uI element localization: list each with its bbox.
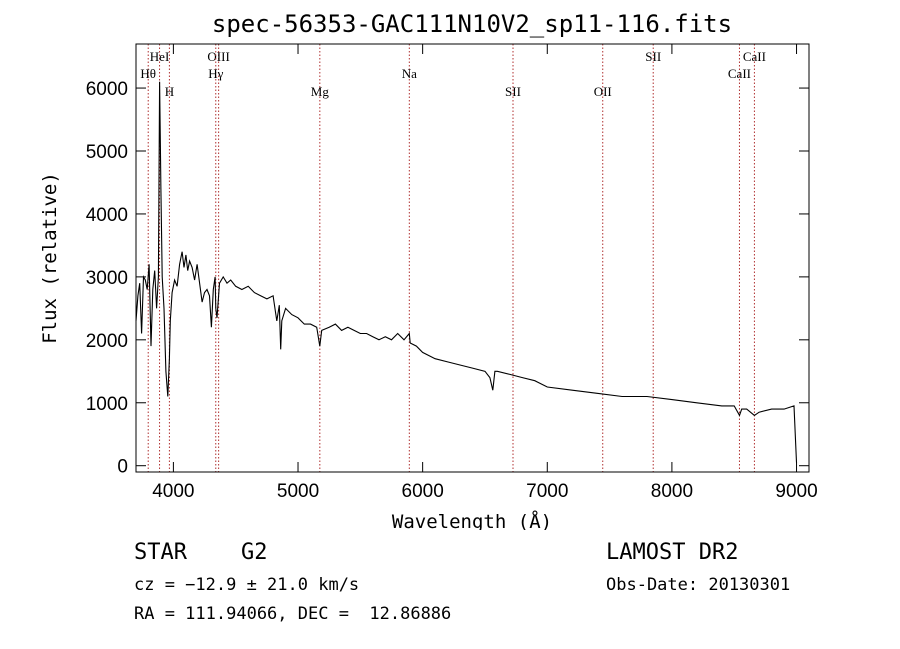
coordinates-readout: RA = 111.94066, DEC = 12.86886 [134, 604, 452, 624]
observation-date: Obs-Date: 20130301 [606, 575, 791, 595]
spectral-line-label: Na [402, 66, 417, 81]
spectral-line-label: HeI [150, 49, 170, 64]
x-tick-label: 9000 [775, 481, 817, 502]
spectrum-chart: spec-56353-GAC111N10V2_sp11-116.fits HθH… [39, 10, 818, 530]
y-axis-label: Flux (relative) [39, 172, 61, 344]
object-class: STAR [134, 540, 187, 565]
spectral-line-label: SII [645, 49, 661, 64]
x-tick-label: 5000 [277, 481, 319, 502]
spectrum-series-line [135, 81, 798, 463]
survey-name: LAMOST DR2 [606, 540, 739, 565]
y-tick-label: 0 [117, 457, 128, 478]
x-tick-label: 4000 [152, 481, 194, 502]
spectral-line-label: CaII [743, 49, 766, 64]
spectral-line-label: Hγ [208, 66, 223, 81]
plot-frame [135, 43, 810, 473]
y-tick-label: 5000 [86, 142, 128, 163]
x-tick-label: 7000 [526, 481, 568, 502]
y-tick-label: 1000 [86, 394, 128, 415]
spectral-line-label: OIII [207, 49, 229, 64]
x-tick-label: 6000 [402, 481, 444, 502]
spectral-line-label: H [165, 84, 174, 99]
object-subclass: G2 [241, 540, 268, 565]
spectral-lines: Hθ HeI H OIII Hγ Mg Na SII OII SII CaII CaII [140, 44, 766, 472]
chart-title: spec-56353-GAC111N10V2_sp11-116.fits [212, 10, 732, 38]
spectral-line-label: Hθ [140, 66, 156, 81]
redshift-readout: cz = −12.9 ± 21.0 km/s [134, 575, 360, 595]
y-tick-label: 2000 [86, 331, 128, 352]
x-axis-label: Wavelength (Å) [392, 510, 552, 530]
spectral-line-label: SII [505, 84, 521, 99]
spectral-line-label: Mg [311, 84, 330, 99]
x-tick-label: 8000 [651, 481, 693, 502]
y-tick-label: 3000 [86, 268, 128, 289]
spectral-line-label: CaII [728, 66, 751, 81]
axis-ticks: 4000 5000 6000 7000 8000 9000 0 1000 2000 3000 400… [86, 44, 818, 502]
y-tick-label: 6000 [86, 79, 128, 100]
y-tick-label: 4000 [86, 205, 128, 226]
spectral-line-label: OII [594, 84, 612, 99]
